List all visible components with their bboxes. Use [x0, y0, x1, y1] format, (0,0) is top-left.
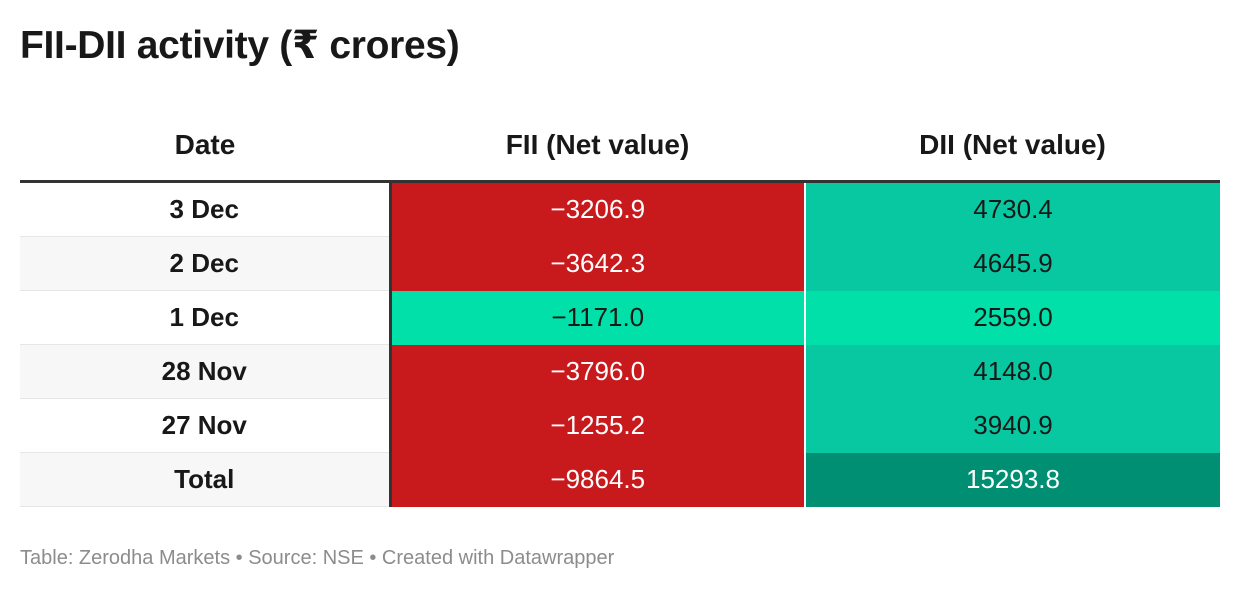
column-header-fii[interactable]: FII (Net value): [390, 110, 805, 183]
chart-title: FII-DII activity (₹ crores): [20, 24, 460, 67]
dii-value-cell: 4148.0: [804, 344, 1220, 399]
table-row: 1 Dec −1171.0 2559.0: [20, 290, 1220, 345]
table-row: 3 Dec −3206.9 4730.4: [20, 181, 1220, 237]
date-cell: 27 Nov: [20, 398, 392, 453]
fii-value-cell: −3642.3: [389, 236, 805, 291]
fii-value-cell: −3206.9: [389, 181, 805, 237]
dii-total-cell: 15293.8: [804, 452, 1220, 507]
column-header-dii[interactable]: DII (Net value): [805, 110, 1220, 183]
fii-value-cell: −1255.2: [389, 398, 805, 453]
dii-value-cell: 4730.4: [804, 181, 1220, 237]
total-label-cell: Total: [20, 452, 392, 507]
dii-value-cell: 3940.9: [804, 398, 1220, 453]
table-row: 2 Dec −3642.3 4645.9: [20, 236, 1220, 291]
column-header-date[interactable]: Date: [20, 110, 390, 183]
table-row-total: Total −9864.5 15293.8: [20, 452, 1220, 507]
date-cell: 2 Dec: [20, 236, 392, 291]
dii-value-cell: 2559.0: [804, 290, 1220, 345]
dii-value-cell: 4645.9: [804, 236, 1220, 291]
date-cell: 28 Nov: [20, 344, 392, 399]
table-row: 27 Nov −1255.2 3940.9: [20, 398, 1220, 453]
fii-total-cell: −9864.5: [389, 452, 805, 507]
header-row: Date FII (Net value) DII (Net value): [20, 110, 1220, 183]
date-cell: 1 Dec: [20, 290, 392, 345]
fii-dii-table: Date FII (Net value) DII (Net value) 3 D…: [20, 110, 1220, 507]
fii-value-cell: −1171.0: [389, 290, 805, 345]
fii-value-cell: −3796.0: [389, 344, 805, 399]
table-row: 28 Nov −3796.0 4148.0: [20, 344, 1220, 399]
date-cell: 3 Dec: [20, 181, 392, 237]
source-footer: Table: Zerodha Markets • Source: NSE • C…: [20, 547, 615, 569]
